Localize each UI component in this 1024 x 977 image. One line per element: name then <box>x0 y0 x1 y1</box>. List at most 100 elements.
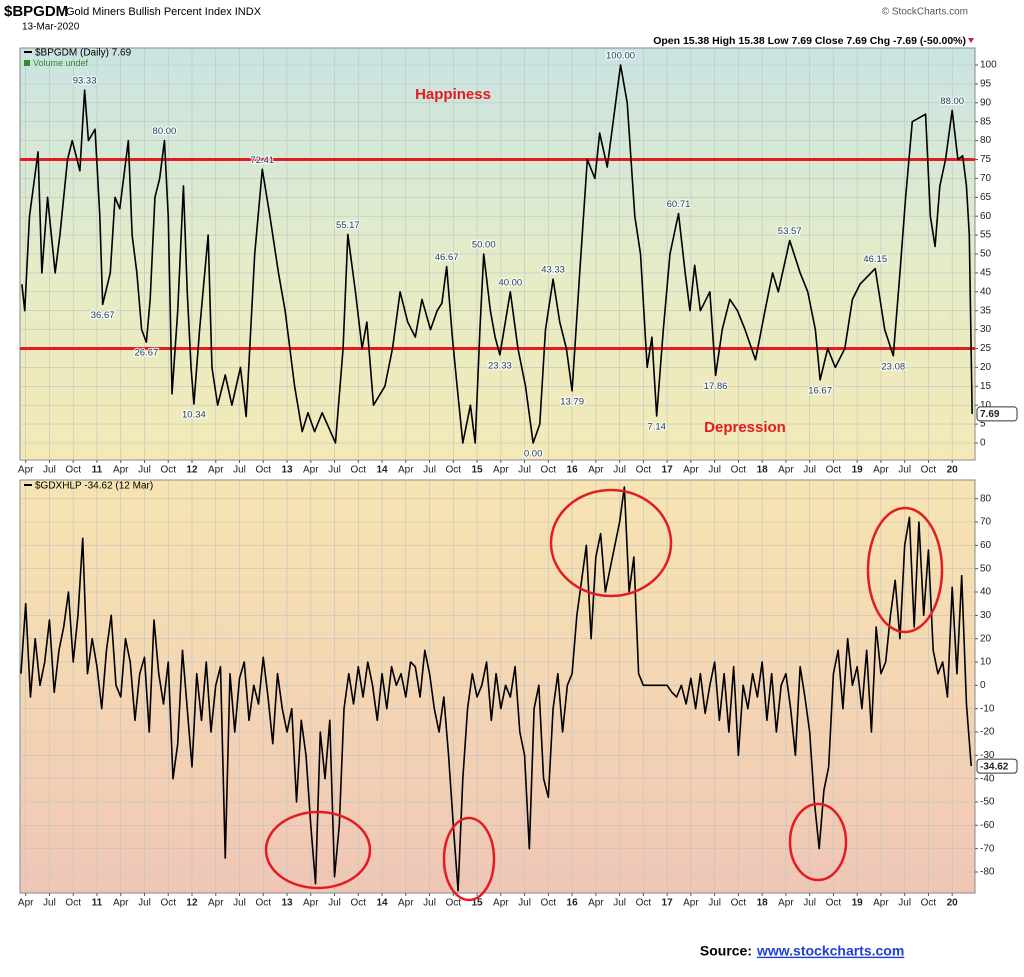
data-label: 7.14 <box>647 422 666 433</box>
x-tick-label: 17 <box>662 898 674 909</box>
x-tick-label: 11 <box>92 898 103 909</box>
x-tick-label: 20 <box>947 465 959 476</box>
y-tick-label: 25 <box>980 343 992 354</box>
x-tick-label: Oct <box>255 898 271 909</box>
x-tick-label: Jul <box>613 898 626 909</box>
x-tick-label: Oct <box>351 465 367 476</box>
data-label: 50.00 <box>472 240 496 251</box>
source-link[interactable]: www.stockcharts.com <box>756 943 904 959</box>
x-tick-label: Apr <box>113 898 129 909</box>
x-tick-label: 14 <box>376 898 388 909</box>
x-tick-label: 15 <box>472 465 484 476</box>
x-tick-label: 19 <box>852 898 864 909</box>
x-tick-label: 16 <box>567 898 579 909</box>
x-tick-label: Jul <box>138 898 151 909</box>
x-tick-label: 12 <box>186 898 198 909</box>
x-tick-label: Apr <box>588 465 604 476</box>
labels: $BPGDM Gold Miners Bullish Percent Index… <box>4 3 1018 959</box>
data-label: 40.00 <box>498 277 522 288</box>
x-tick-label: Jul <box>708 898 721 909</box>
y-tick-label: -60 <box>980 820 995 831</box>
data-label: 46.15 <box>863 254 887 265</box>
x-tick-label: Apr <box>208 465 224 476</box>
data-label: 43.33 <box>541 265 565 276</box>
y-tick-label: 0 <box>980 680 986 691</box>
y-tick-label: 50 <box>980 249 992 260</box>
data-label: 23.33 <box>488 360 512 371</box>
y-tick-label: 70 <box>980 173 992 184</box>
highlight-circle <box>788 802 848 882</box>
data-label: 80.00 <box>153 126 177 137</box>
x-tick-label: Jul <box>708 465 721 476</box>
x-tick-label: Oct <box>636 465 652 476</box>
y-tick-label: -80 <box>980 867 995 878</box>
y-tick-label: 85 <box>980 116 992 127</box>
x-tick-label: Apr <box>398 465 414 476</box>
x-tick-label: 19 <box>852 465 864 476</box>
data-label: 17.86 <box>704 381 728 392</box>
y-tick-label: -30 <box>980 750 995 761</box>
x-tick-label: Jul <box>43 465 56 476</box>
y-tick-label: 10 <box>980 400 992 411</box>
x-tick-label: Jul <box>423 898 436 909</box>
y-tick-label: -70 <box>980 843 995 854</box>
data-label: 0.00 <box>524 449 543 460</box>
y-tick-label: 40 <box>980 286 992 297</box>
data-label: 53.57 <box>778 226 802 237</box>
x-tick-label: 13 <box>281 465 293 476</box>
x-tick-label: 14 <box>376 465 388 476</box>
y-tick-label: 95 <box>980 79 992 90</box>
line-series <box>20 486 972 892</box>
data-label: 72.41 <box>250 155 274 166</box>
data-label: 93.33 <box>73 76 97 87</box>
x-tick-label: Jul <box>613 465 626 476</box>
x-tick-label: 15 <box>472 898 484 909</box>
y-tick-label: 80 <box>980 135 992 146</box>
volume-icon <box>24 60 30 66</box>
y-tick-label: 40 <box>980 587 992 598</box>
data-label: 10.34 <box>182 409 206 420</box>
x-tick-label: Oct <box>255 465 271 476</box>
x-tick-label: Apr <box>778 465 794 476</box>
x-tick-label: Apr <box>683 898 699 909</box>
x-tick-label: Oct <box>921 898 937 909</box>
y-tick-label: 5 <box>980 419 986 430</box>
y-tick-label: 60 <box>980 211 992 222</box>
x-tick-label: Apr <box>303 898 319 909</box>
chart-subtitle: Gold Miners Bullish Percent Index INDX <box>66 6 262 18</box>
x-tick-label: Jul <box>233 898 246 909</box>
annotation: Depression <box>704 419 786 436</box>
x-tick-label: Apr <box>208 898 224 909</box>
last-value-label: 7.69 <box>980 409 1000 420</box>
x-tick-label: Apr <box>18 898 34 909</box>
y-tick-label: 20 <box>980 362 992 373</box>
x-tick-label: 13 <box>281 898 293 909</box>
data-label: 13.79 <box>560 396 584 407</box>
y-tick-label: 90 <box>980 97 992 108</box>
y-tick-label: 35 <box>980 305 992 316</box>
data-label: 26.67 <box>134 348 158 359</box>
x-tick-label: 12 <box>186 465 198 476</box>
x-tick-label: Oct <box>541 465 557 476</box>
data-label: 60.71 <box>667 199 691 210</box>
x-tick-label: 18 <box>757 898 769 909</box>
x-tick-label: Oct <box>160 465 176 476</box>
x-tick-label: Oct <box>731 898 747 909</box>
date: 13-Mar-2020 <box>22 22 80 33</box>
data-label: 55.17 <box>336 220 360 231</box>
x-tick-label: Apr <box>588 898 604 909</box>
x-tick-label: Jul <box>518 898 531 909</box>
volume-note: Volume undef <box>33 58 89 68</box>
x-tick-label: Oct <box>446 465 462 476</box>
x-tick-label: Apr <box>398 898 414 909</box>
y-tick-label: 10 <box>980 657 992 668</box>
y-tick-label: 60 <box>980 540 992 551</box>
x-tick-label: Apr <box>683 465 699 476</box>
x-tick-label: 11 <box>92 465 103 476</box>
x-tick-label: Jul <box>328 465 341 476</box>
x-tick-label: Oct <box>65 898 81 909</box>
data-label: 46.67 <box>435 252 459 263</box>
highlight-circle <box>264 810 372 890</box>
